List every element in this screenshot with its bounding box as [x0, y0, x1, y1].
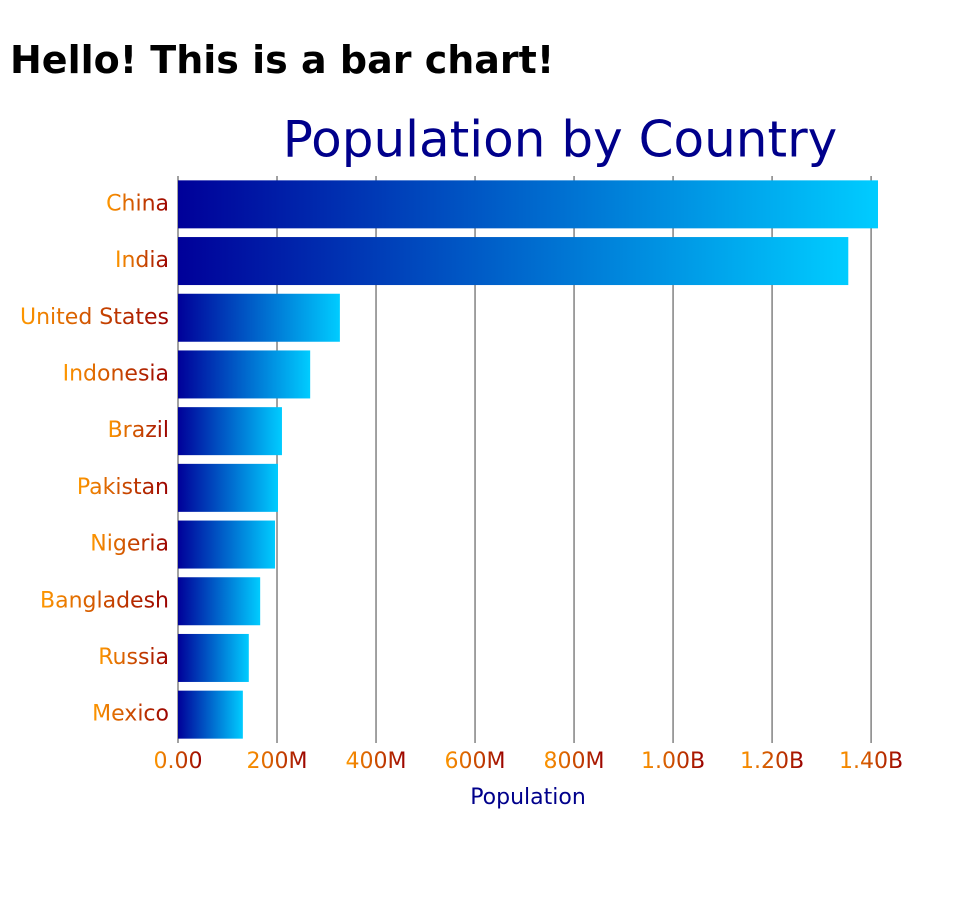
- bar: [178, 293, 340, 342]
- x-tick-label: 800M: [544, 749, 605, 774]
- x-tick-label: 1.40B: [839, 749, 903, 774]
- x-tick-label: 600M: [445, 749, 506, 774]
- x-tick-label: 1.00B: [641, 749, 705, 774]
- y-tick-label: Indonesia: [63, 361, 169, 386]
- x-tick-label: 1.20B: [740, 749, 804, 774]
- y-tick-label: Brazil: [108, 418, 169, 443]
- bar: [178, 350, 311, 399]
- bar: [178, 237, 849, 286]
- y-tick-label: United States: [20, 305, 169, 330]
- y-tick-label: Russia: [98, 645, 169, 670]
- chart-title: Population by Country: [283, 111, 837, 169]
- y-tick-label: Mexico: [92, 702, 169, 727]
- bar: [178, 633, 249, 682]
- y-tick-label: Bangladesh: [40, 588, 169, 613]
- bar: [178, 407, 282, 456]
- y-tick-label: Nigeria: [90, 532, 169, 557]
- y-tick-label: China: [106, 191, 169, 216]
- bar: [178, 577, 261, 626]
- page-heading: Hello! This is a bar chart!: [10, 38, 555, 82]
- y-tick-label: Pakistan: [77, 475, 169, 500]
- x-tick-label: 0.00: [154, 749, 203, 774]
- bar: [178, 520, 276, 569]
- bar: [178, 180, 878, 229]
- x-axis-title: Population: [470, 785, 586, 810]
- x-tick-label: 400M: [346, 749, 407, 774]
- x-tick-label: 200M: [247, 749, 308, 774]
- bar: [178, 463, 278, 512]
- bar: [178, 690, 243, 739]
- y-tick-label: India: [115, 248, 169, 273]
